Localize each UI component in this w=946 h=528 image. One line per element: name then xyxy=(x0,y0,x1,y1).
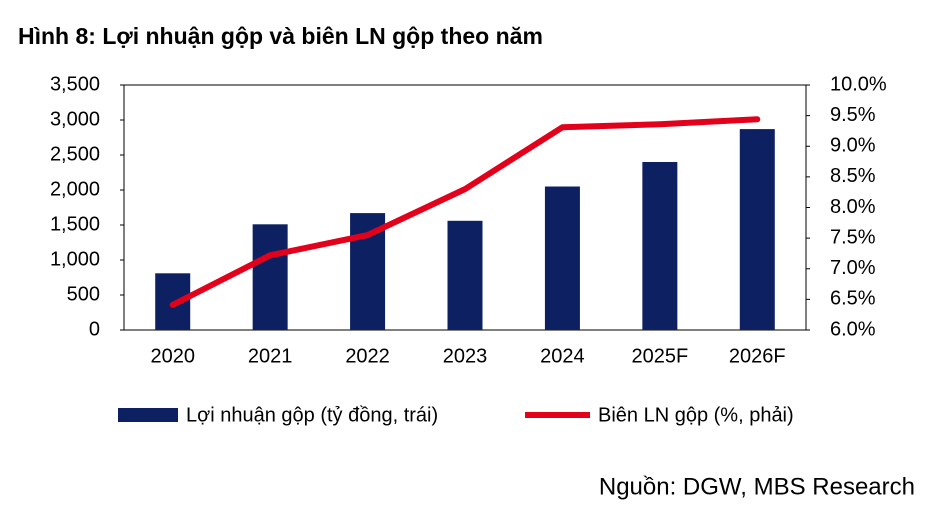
y-tick-label: 3,000 xyxy=(50,108,100,130)
y2-tick-label: 7.0% xyxy=(830,257,876,279)
y-tick-label: 500 xyxy=(67,283,100,305)
y2-tick-label: 10.0% xyxy=(830,73,887,95)
y-tick-label: 1,000 xyxy=(50,248,100,270)
bar xyxy=(252,224,288,330)
y2-tick-label: 9.0% xyxy=(830,135,876,157)
x-tick-label: 2022 xyxy=(345,345,390,367)
y2-tick-label: 6.0% xyxy=(830,318,876,340)
x-tick-label: 2025F xyxy=(631,345,688,367)
bar xyxy=(544,186,580,330)
bar xyxy=(447,220,483,330)
y2-tick-label: 7.5% xyxy=(830,226,876,248)
y-tick-label: 3,500 xyxy=(50,73,100,95)
legend-swatch xyxy=(118,408,178,422)
chart-title: Hình 8: Lợi nhuận gộp và biên LN gộp the… xyxy=(18,23,543,49)
x-tick-label: 2024 xyxy=(540,345,585,367)
y2-tick-label: 8.5% xyxy=(830,165,876,187)
y-tick-label: 2,000 xyxy=(50,178,100,200)
y-tick-label: 1,500 xyxy=(50,213,100,235)
x-tick-label: 2020 xyxy=(150,345,195,367)
source-note: Nguồn: DGW, MBS Research xyxy=(599,473,915,500)
x-tick-label: 2023 xyxy=(443,345,488,367)
bar xyxy=(642,162,678,330)
legend-label: Lợi nhuận gộp (tỷ đồng, trái) xyxy=(186,404,438,426)
line xyxy=(169,116,761,308)
y2-tick-label: 8.0% xyxy=(830,196,876,218)
y2-tick-label: 9.5% xyxy=(830,104,876,126)
y-tick-label: 2,500 xyxy=(50,143,100,165)
y2-tick-label: 6.5% xyxy=(830,288,876,310)
y-tick-label: 0 xyxy=(89,318,100,340)
bar xyxy=(739,129,775,330)
x-tick-label: 2026F xyxy=(729,345,786,367)
legend-label: Biên LN gộp (%, phải) xyxy=(598,404,794,426)
x-tick-label: 2021 xyxy=(248,345,293,367)
